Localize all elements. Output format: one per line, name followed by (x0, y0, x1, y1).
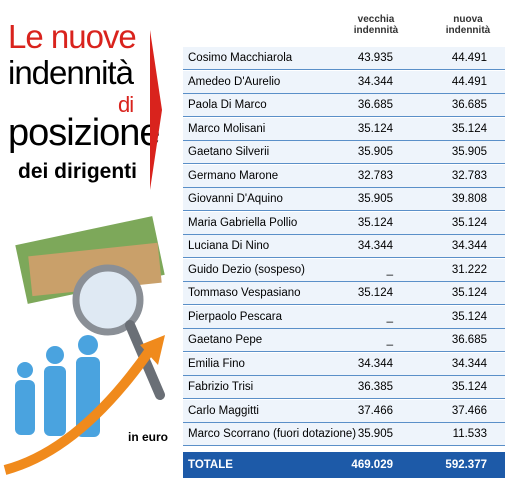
title-line: dei dirigenti (18, 160, 138, 183)
new-allowance: 34.344 (451, 240, 487, 252)
old-allowance: 34.344 (357, 75, 393, 88)
old-allowance: 34.344 (357, 240, 393, 252)
name: Tommaso Vespasiano (188, 287, 301, 299)
old-allowance: 35.905 (357, 428, 393, 440)
table-row: Giovanni D'Aquino 35.905 39.808 (183, 188, 505, 211)
old-allowance: 35.124 (357, 287, 393, 299)
new-allowance: 31.222 (451, 263, 487, 276)
old-allowance: 35.905 (357, 146, 393, 158)
table-row: Fabrizio Trisi 36.385 35.124 (183, 376, 505, 399)
old-allowance: 35.905 (357, 193, 393, 205)
name: Fabrizio Trisi (188, 381, 254, 393)
table-row: Amedeo D'Aurelio 34.344 44.491 (183, 70, 505, 94)
new-allowance: 39.808 (451, 193, 487, 205)
name: Gaetano Pepe (188, 334, 263, 346)
name: Pierpaolo Pescara (188, 310, 282, 323)
name: Cosimo Macchiarola (188, 52, 293, 64)
table-row: Gaetano Pepe _ 36.685 (183, 329, 505, 352)
table-row: Marco Molisani 35.124 35.124 (183, 117, 505, 141)
table-row: Carlo Maggitti 37.466 37.466 (183, 399, 505, 423)
name: Germano Marone (188, 169, 279, 182)
total-new: 592.377 (445, 459, 487, 471)
column-header: vecchia indennità (353, 14, 399, 36)
magnifier (72, 264, 144, 336)
title-line: posizione (8, 112, 161, 154)
growth-arrow (3, 347, 155, 475)
new-allowance: 44.491 (451, 75, 487, 88)
new-allowance: 35.124 (451, 381, 487, 393)
title-line: indennità (8, 54, 134, 91)
unit-note: in euro (128, 430, 169, 444)
new-allowance: 35.905 (451, 146, 487, 158)
new-allowance: 36.685 (451, 99, 487, 111)
new-allowance: 35.124 (451, 216, 487, 229)
name: Luciana Di Nino (188, 240, 270, 252)
table-row: Maria Gabriella Pollio 35.124 35.124 (183, 211, 505, 235)
name: Marco Molisani (188, 122, 266, 135)
new-allowance: 35.124 (451, 287, 487, 299)
old-allowance: 37.466 (357, 404, 393, 417)
old-allowance: 43.935 (357, 52, 393, 64)
table-row: Pierpaolo Pescara _ 35.124 (183, 305, 505, 329)
old-allowance: 34.344 (357, 357, 393, 370)
growth-arrow-head (140, 335, 165, 365)
new-allowance: 35.124 (451, 310, 487, 323)
table-row: Paola Di Marco 36.685 36.685 (183, 94, 505, 117)
new-allowance: 36.685 (451, 334, 487, 346)
table-row: Gaetano Silverii 35.905 35.905 (183, 141, 505, 164)
new-allowance: 37.466 (451, 404, 487, 417)
new-allowance: 32.783 (451, 169, 487, 182)
name: Carlo Maggitti (188, 404, 259, 417)
table-row: Cosimo Macchiarola 43.935 44.491 (183, 47, 505, 70)
new-allowance: 11.533 (452, 428, 487, 440)
table-row: Guido Dezio (sospeso) _ 31.222 (183, 258, 505, 282)
new-allowance: 44.491 (451, 52, 487, 64)
new-allowance: 34.344 (451, 357, 487, 370)
table-row: Germano Marone 32.783 32.783 (183, 164, 505, 188)
old-allowance: _ (386, 310, 393, 323)
old-allowance: _ (386, 263, 393, 276)
name: Emilia Fino (188, 357, 245, 370)
old-allowance: 36.685 (357, 99, 393, 111)
total-old: 469.029 (351, 459, 393, 471)
old-allowance: _ (386, 334, 393, 346)
name: Paola Di Marco (188, 99, 267, 111)
name: Giovanni D'Aquino (188, 193, 283, 205)
name: Guido Dezio (sospeso) (188, 263, 305, 276)
name: Amedeo D'Aurelio (188, 75, 281, 88)
name: Maria Gabriella Pollio (188, 216, 298, 229)
new-allowance: 35.124 (451, 122, 487, 135)
table-row: Marco Scorrano (fuori dotazione) 35.905 11… (183, 423, 505, 446)
name: Marco Scorrano (fuori dotazione) (188, 428, 357, 440)
old-allowance: 35.124 (357, 216, 393, 229)
column-header: nuova indennità (445, 14, 491, 36)
illustration (3, 30, 165, 475)
title-line: di (118, 92, 134, 117)
name: Gaetano Silverii (188, 146, 270, 158)
arrow-decor (150, 30, 162, 190)
table-row: Tommaso Vespasiano 35.124 35.124 (183, 282, 505, 305)
old-allowance: 35.124 (357, 122, 393, 135)
total-label: TOTALE (188, 459, 233, 471)
old-allowance: 36.385 (357, 381, 393, 393)
table-row: Luciana Di Nino 34.344 34.344 (183, 235, 505, 258)
title-line: Le nuove (8, 18, 137, 55)
old-allowance: 32.783 (357, 169, 393, 182)
total-row: TOTALE 469.029 592.377 (183, 452, 505, 478)
table-row: Emilia Fino 34.344 34.344 (183, 352, 505, 376)
